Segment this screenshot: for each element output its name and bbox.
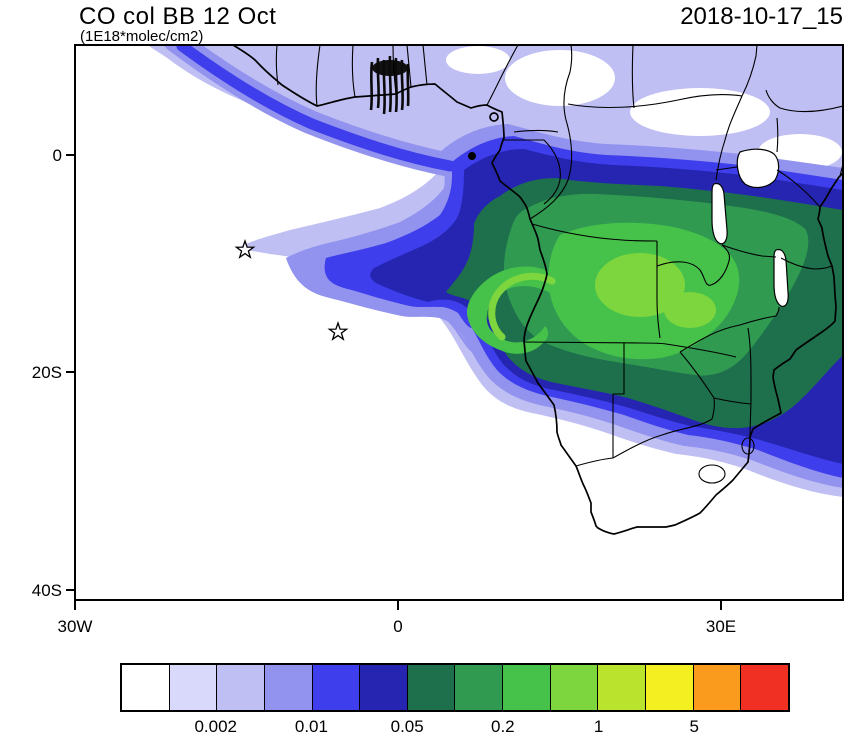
colorbar-cell bbox=[406, 665, 455, 710]
colorbar-cell bbox=[549, 665, 598, 710]
colorbar-cell bbox=[216, 665, 264, 710]
colorbar-cell bbox=[168, 665, 217, 710]
colorbar-cell bbox=[122, 665, 169, 710]
eswatini-border bbox=[741, 437, 755, 455]
colorbar-cell bbox=[311, 665, 360, 710]
colorbar-cell bbox=[263, 665, 312, 710]
bioko-island bbox=[489, 112, 499, 122]
sao-tome-dot-marker bbox=[468, 152, 476, 160]
dense-contour-scribble bbox=[369, 55, 410, 115]
x-tick-label-30e: 30E bbox=[706, 617, 736, 636]
plot-units-subtitle: (1E18*molec/cm2) bbox=[80, 28, 204, 45]
axis-labels: 0 20S 40S 30W 0 30E bbox=[32, 146, 736, 636]
colorbar-cell bbox=[502, 665, 550, 710]
colorbar-tick-label: 0.05 bbox=[390, 717, 424, 736]
colorbar-cell bbox=[645, 665, 693, 710]
colorbar-tick-label: 1 bbox=[593, 717, 604, 736]
lake-victoria bbox=[736, 148, 780, 189]
equatorial-band-ribbon-core bbox=[176, 45, 456, 172]
lesotho-border bbox=[698, 464, 726, 484]
ocean-eddy-hook bbox=[466, 266, 563, 354]
y-tick-label-0: 0 bbox=[53, 146, 62, 165]
colorbar-cell bbox=[359, 665, 407, 710]
colorbar bbox=[120, 663, 790, 712]
plume-max-spot bbox=[664, 292, 716, 328]
cloud-free-gaps bbox=[446, 46, 842, 170]
island-star-markers bbox=[234, 239, 349, 341]
country-borders bbox=[275, 45, 843, 484]
y-tick-label-40s: 40S bbox=[32, 581, 62, 600]
y-tick-label-20s: 20S bbox=[32, 363, 62, 382]
colorbar-cell bbox=[692, 665, 741, 710]
star-marker-ascension bbox=[234, 239, 256, 259]
plot-frame bbox=[74, 44, 844, 601]
contour-level-3-tongue bbox=[324, 258, 472, 328]
x-tick-label-30w: 30W bbox=[58, 617, 93, 636]
plot-datestamp: 2018-10-17_15 bbox=[680, 3, 843, 30]
colorbar-cell bbox=[740, 665, 788, 710]
colorbar-tick-label: 0.2 bbox=[491, 717, 515, 736]
plume-max-spot bbox=[595, 253, 685, 317]
colorbar-cell bbox=[597, 665, 646, 710]
lake-tanganyika bbox=[711, 182, 728, 245]
colorbar-tick-label: 0.01 bbox=[294, 717, 328, 736]
x-tick-label-0: 0 bbox=[393, 617, 402, 636]
colorbar-cell bbox=[454, 665, 503, 710]
axis-ticks bbox=[66, 154, 722, 610]
colorbar-tick-label: 5 bbox=[689, 717, 699, 736]
lake-malawi bbox=[773, 248, 789, 307]
coastline bbox=[232, 45, 843, 535]
map-area bbox=[148, 45, 843, 535]
africa-coastline bbox=[232, 45, 843, 535]
lakes bbox=[711, 148, 789, 307]
star-marker-st-helena bbox=[327, 321, 349, 341]
eddy-bright-arc bbox=[488, 272, 556, 341]
colorbar-tick-label: 0.002 bbox=[194, 717, 238, 736]
plot-title: CO col BB 12 Oct bbox=[79, 3, 277, 30]
